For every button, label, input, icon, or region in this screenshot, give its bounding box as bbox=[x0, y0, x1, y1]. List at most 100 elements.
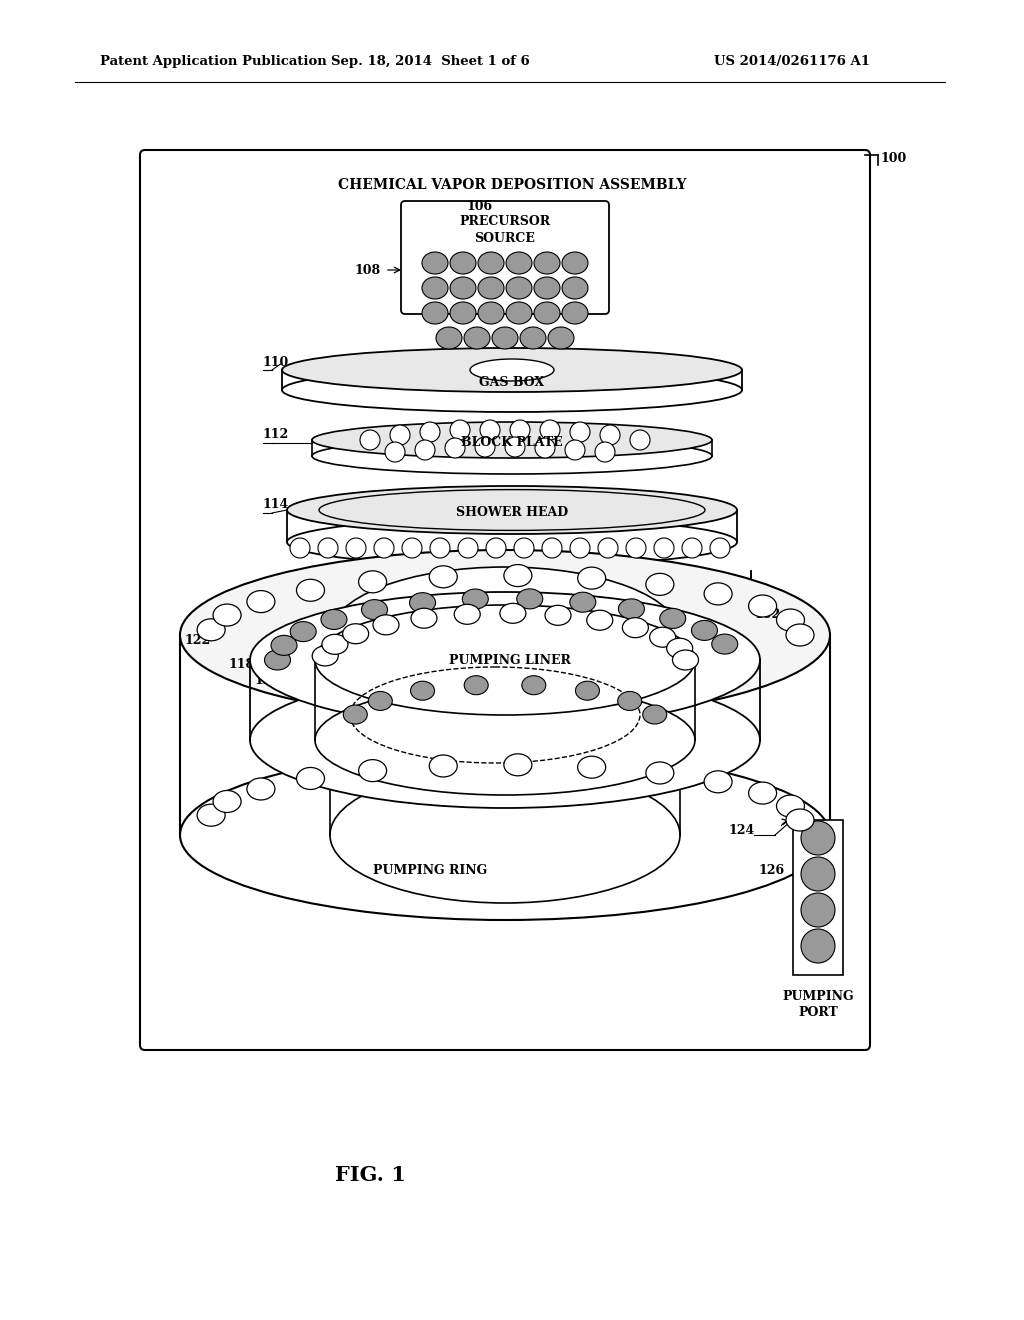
Circle shape bbox=[654, 539, 674, 558]
Text: PUMPING
PORT: PUMPING PORT bbox=[782, 990, 854, 1019]
Ellipse shape bbox=[436, 327, 462, 348]
Ellipse shape bbox=[478, 302, 504, 323]
Ellipse shape bbox=[429, 755, 458, 777]
Circle shape bbox=[360, 430, 380, 450]
Text: PUMPING LINER: PUMPING LINER bbox=[450, 653, 571, 667]
Circle shape bbox=[600, 425, 620, 445]
Text: 122: 122 bbox=[185, 634, 211, 647]
Ellipse shape bbox=[373, 615, 399, 635]
Ellipse shape bbox=[534, 252, 560, 275]
Circle shape bbox=[535, 438, 555, 458]
Ellipse shape bbox=[562, 252, 588, 275]
Circle shape bbox=[801, 821, 835, 855]
Circle shape bbox=[570, 422, 590, 442]
Ellipse shape bbox=[520, 327, 546, 348]
Ellipse shape bbox=[322, 635, 348, 655]
Text: PRECURSOR
SOURCE: PRECURSOR SOURCE bbox=[460, 215, 551, 246]
Circle shape bbox=[801, 894, 835, 927]
Ellipse shape bbox=[361, 599, 387, 619]
Ellipse shape bbox=[330, 568, 680, 704]
Circle shape bbox=[402, 539, 422, 558]
Ellipse shape bbox=[712, 634, 737, 655]
Ellipse shape bbox=[213, 605, 241, 626]
Ellipse shape bbox=[786, 624, 814, 645]
Ellipse shape bbox=[504, 754, 531, 776]
Text: BLOCK PLATE: BLOCK PLATE bbox=[461, 437, 563, 450]
Ellipse shape bbox=[749, 781, 776, 804]
Circle shape bbox=[570, 539, 590, 558]
Circle shape bbox=[374, 539, 394, 558]
Ellipse shape bbox=[319, 490, 705, 531]
Ellipse shape bbox=[358, 570, 387, 593]
Text: Patent Application Publication: Patent Application Publication bbox=[100, 55, 327, 69]
Circle shape bbox=[510, 420, 530, 440]
Text: SHOWER HEAD: SHOWER HEAD bbox=[456, 507, 568, 520]
Text: 124: 124 bbox=[728, 824, 755, 837]
Ellipse shape bbox=[271, 635, 297, 656]
Text: FIG. 1: FIG. 1 bbox=[335, 1166, 406, 1185]
Text: 108: 108 bbox=[355, 264, 381, 276]
Circle shape bbox=[801, 857, 835, 891]
Text: 100: 100 bbox=[880, 152, 906, 165]
Circle shape bbox=[486, 539, 506, 558]
Ellipse shape bbox=[410, 593, 435, 612]
Ellipse shape bbox=[180, 750, 830, 920]
Text: 114: 114 bbox=[263, 499, 289, 511]
Text: Sep. 18, 2014  Sheet 1 of 6: Sep. 18, 2014 Sheet 1 of 6 bbox=[331, 55, 529, 69]
Circle shape bbox=[595, 442, 615, 462]
Ellipse shape bbox=[506, 302, 532, 323]
Ellipse shape bbox=[667, 639, 692, 659]
Ellipse shape bbox=[358, 759, 387, 781]
Ellipse shape bbox=[250, 672, 760, 808]
Ellipse shape bbox=[422, 277, 449, 300]
Text: PUMPING RING: PUMPING RING bbox=[373, 863, 487, 876]
Circle shape bbox=[318, 539, 338, 558]
Ellipse shape bbox=[429, 566, 458, 587]
Circle shape bbox=[290, 539, 310, 558]
Ellipse shape bbox=[297, 767, 325, 789]
Ellipse shape bbox=[673, 649, 698, 671]
Ellipse shape bbox=[562, 302, 588, 323]
Ellipse shape bbox=[646, 573, 674, 595]
Ellipse shape bbox=[478, 277, 504, 300]
Ellipse shape bbox=[312, 645, 338, 665]
Ellipse shape bbox=[297, 579, 325, 602]
Ellipse shape bbox=[343, 624, 369, 644]
Ellipse shape bbox=[643, 705, 667, 723]
Text: 126: 126 bbox=[758, 863, 784, 876]
Ellipse shape bbox=[450, 252, 476, 275]
Ellipse shape bbox=[287, 486, 737, 535]
Ellipse shape bbox=[534, 277, 560, 300]
Text: 116: 116 bbox=[292, 723, 318, 737]
Circle shape bbox=[475, 437, 495, 457]
Ellipse shape bbox=[422, 302, 449, 323]
Ellipse shape bbox=[749, 595, 776, 616]
Circle shape bbox=[626, 539, 646, 558]
Ellipse shape bbox=[587, 610, 612, 630]
Ellipse shape bbox=[562, 277, 588, 300]
Circle shape bbox=[598, 539, 618, 558]
Ellipse shape bbox=[282, 368, 742, 412]
Ellipse shape bbox=[705, 583, 732, 605]
Ellipse shape bbox=[264, 649, 291, 671]
Ellipse shape bbox=[312, 438, 712, 474]
Text: 102: 102 bbox=[755, 609, 781, 622]
Ellipse shape bbox=[282, 348, 742, 392]
Ellipse shape bbox=[411, 609, 437, 628]
Ellipse shape bbox=[247, 590, 274, 612]
Text: US 2014/0261176 A1: US 2014/0261176 A1 bbox=[714, 55, 870, 69]
Ellipse shape bbox=[578, 756, 605, 779]
Ellipse shape bbox=[180, 550, 830, 719]
Ellipse shape bbox=[198, 804, 225, 826]
Circle shape bbox=[682, 539, 702, 558]
Ellipse shape bbox=[492, 327, 518, 348]
Bar bbox=[793, 820, 843, 975]
Text: 104: 104 bbox=[415, 731, 441, 744]
Circle shape bbox=[505, 437, 525, 457]
Ellipse shape bbox=[464, 676, 488, 694]
Circle shape bbox=[390, 425, 410, 445]
Ellipse shape bbox=[450, 277, 476, 300]
Text: CHEMICAL VAPOR DEPOSITION ASSEMBLY: CHEMICAL VAPOR DEPOSITION ASSEMBLY bbox=[338, 178, 686, 191]
Ellipse shape bbox=[623, 618, 648, 638]
Ellipse shape bbox=[315, 685, 695, 795]
